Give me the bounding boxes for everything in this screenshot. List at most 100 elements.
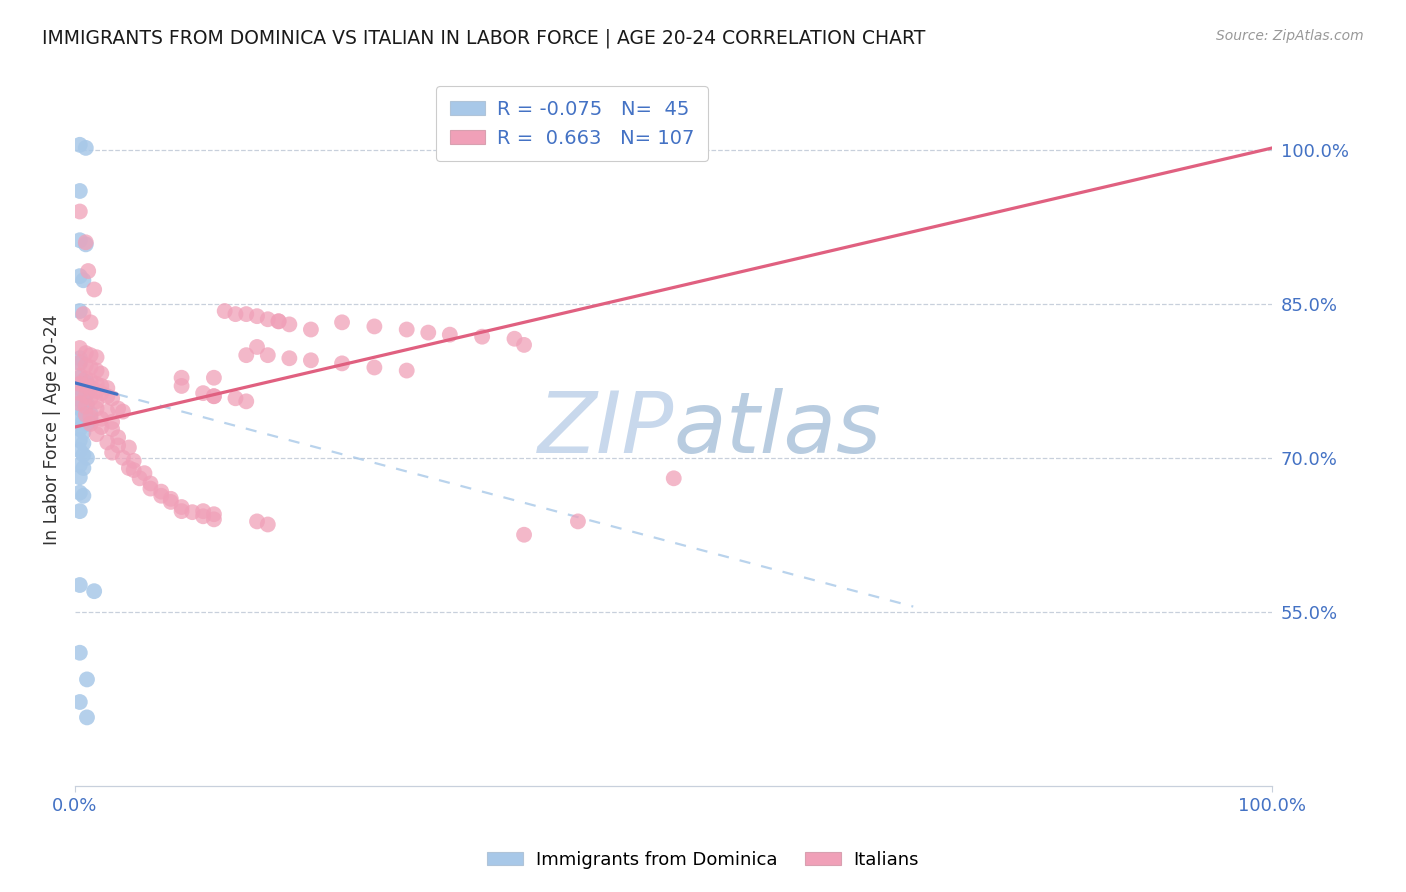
Point — [139, 476, 162, 491]
Point — [79, 413, 101, 427]
Point — [86, 350, 108, 364]
Y-axis label: In Labor Force | Age 20-24: In Labor Force | Age 20-24 — [44, 314, 60, 545]
Point — [83, 283, 105, 297]
Point — [278, 318, 301, 332]
Point — [278, 351, 301, 366]
Point — [202, 389, 225, 403]
Point — [170, 500, 193, 514]
Point — [79, 417, 101, 431]
Text: Source: ZipAtlas.com: Source: ZipAtlas.com — [1216, 29, 1364, 43]
Point — [69, 646, 91, 660]
Point — [90, 420, 112, 434]
Point — [79, 407, 101, 421]
Point — [76, 386, 98, 401]
Point — [224, 307, 246, 321]
Point — [256, 348, 278, 362]
Point — [69, 376, 91, 391]
Point — [224, 391, 246, 405]
Point — [72, 273, 94, 287]
Point — [330, 356, 353, 370]
Point — [567, 515, 589, 529]
Point — [72, 414, 94, 428]
Point — [513, 527, 536, 541]
Point — [471, 329, 494, 343]
Point — [83, 584, 105, 599]
Point — [69, 341, 91, 355]
Point — [235, 348, 257, 362]
Point — [69, 184, 91, 198]
Point — [72, 404, 94, 418]
Point — [69, 356, 91, 370]
Point — [159, 495, 181, 509]
Point — [69, 422, 91, 436]
Point — [75, 235, 97, 250]
Point — [79, 374, 101, 388]
Point — [76, 450, 98, 465]
Point — [256, 517, 278, 532]
Point — [90, 411, 112, 425]
Point — [69, 381, 91, 395]
Point — [79, 315, 101, 329]
Point — [69, 233, 91, 247]
Point — [159, 491, 181, 506]
Point — [330, 315, 353, 329]
Point — [75, 389, 97, 403]
Point — [75, 372, 97, 386]
Point — [395, 322, 418, 336]
Point — [90, 367, 112, 381]
Point — [246, 340, 269, 354]
Point — [256, 312, 278, 326]
Point — [214, 304, 236, 318]
Point — [246, 309, 269, 323]
Point — [69, 695, 91, 709]
Point — [69, 304, 91, 318]
Point — [72, 448, 94, 462]
Point — [363, 319, 385, 334]
Point — [76, 673, 98, 687]
Point — [76, 417, 98, 431]
Point — [69, 204, 91, 219]
Point — [86, 376, 108, 391]
Point — [662, 471, 685, 485]
Point — [122, 463, 145, 477]
Point — [101, 445, 124, 459]
Point — [69, 411, 91, 425]
Point — [122, 454, 145, 468]
Point — [101, 391, 124, 405]
Point — [96, 435, 118, 450]
Point — [299, 322, 322, 336]
Point — [418, 326, 440, 340]
Point — [111, 404, 134, 418]
Point — [170, 379, 193, 393]
Point — [69, 401, 91, 416]
Point — [72, 374, 94, 388]
Point — [363, 360, 385, 375]
Point — [69, 137, 91, 152]
Point — [69, 269, 91, 284]
Point — [86, 427, 108, 442]
Point — [118, 461, 141, 475]
Point — [96, 404, 118, 418]
Point — [72, 461, 94, 475]
Point — [202, 512, 225, 526]
Point — [69, 458, 91, 472]
Point — [267, 314, 290, 328]
Point — [202, 370, 225, 384]
Point — [246, 515, 269, 529]
Text: IMMIGRANTS FROM DOMINICA VS ITALIAN IN LABOR FORCE | AGE 20-24 CORRELATION CHART: IMMIGRANTS FROM DOMINICA VS ITALIAN IN L… — [42, 29, 925, 48]
Point — [170, 504, 193, 518]
Point — [150, 489, 173, 503]
Point — [79, 409, 101, 424]
Point — [72, 489, 94, 503]
Point — [69, 355, 91, 369]
Point — [69, 392, 91, 407]
Point — [72, 395, 94, 409]
Point — [75, 237, 97, 252]
Point — [439, 327, 461, 342]
Point — [101, 422, 124, 436]
Point — [86, 384, 108, 398]
Point — [118, 441, 141, 455]
Point — [69, 470, 91, 484]
Point — [299, 353, 322, 368]
Point — [77, 264, 100, 278]
